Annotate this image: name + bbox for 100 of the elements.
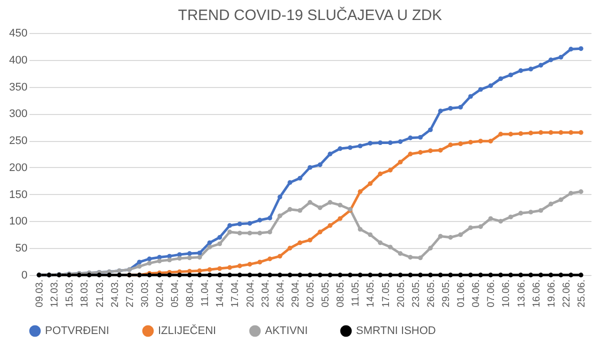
x-tick-label: 08.04. xyxy=(185,280,196,308)
point xyxy=(358,226,363,232)
point xyxy=(398,160,403,164)
point xyxy=(428,127,433,132)
point xyxy=(237,222,242,226)
x-tick-label: 19.06. xyxy=(546,280,558,308)
point xyxy=(217,241,222,246)
point xyxy=(468,94,473,99)
point xyxy=(227,265,232,270)
point xyxy=(378,240,383,246)
x-tick-label: 10.06. xyxy=(501,280,512,308)
point xyxy=(468,140,473,145)
point xyxy=(498,76,504,82)
point xyxy=(237,272,242,278)
x-tick-label: 26.04. xyxy=(275,280,286,308)
point xyxy=(237,264,242,268)
x-tick-label: 07.06. xyxy=(486,280,498,308)
x-tick-label: 24.03. xyxy=(110,280,121,308)
point xyxy=(187,272,192,278)
point xyxy=(116,272,122,278)
x-tick-label: 02.05. xyxy=(306,280,316,308)
y-tick-label: 0 xyxy=(21,270,28,282)
point xyxy=(207,240,212,246)
point xyxy=(558,54,564,60)
point xyxy=(358,272,363,278)
point xyxy=(237,230,242,236)
legend-label: SMRTNI ISHOD xyxy=(356,325,436,337)
point xyxy=(388,168,393,172)
point xyxy=(227,230,232,234)
point xyxy=(418,150,423,155)
point xyxy=(298,272,302,278)
point xyxy=(448,142,453,148)
point xyxy=(338,146,342,151)
point xyxy=(418,255,423,260)
point xyxy=(288,207,292,212)
x-tick-label: 25.06. xyxy=(576,280,588,308)
point xyxy=(257,218,262,222)
point xyxy=(378,140,383,146)
point xyxy=(328,200,332,205)
legend-label: POTVRĐENI xyxy=(45,325,110,337)
point xyxy=(538,62,544,68)
point xyxy=(508,132,514,136)
x-tick-label: 18.03. xyxy=(80,280,91,308)
point xyxy=(388,272,393,278)
y-tick-label: 250 xyxy=(9,135,28,148)
x-tick-label: 08.05. xyxy=(336,280,347,308)
point xyxy=(528,130,534,136)
point xyxy=(318,162,322,168)
point xyxy=(368,232,373,238)
point xyxy=(538,130,544,135)
point xyxy=(227,223,232,228)
point xyxy=(398,139,403,144)
point xyxy=(448,235,453,240)
x-tick-label: 17.05. xyxy=(380,280,392,308)
point xyxy=(528,272,534,278)
point xyxy=(548,58,554,62)
x-tick-label: 02.04. xyxy=(154,280,166,308)
point xyxy=(157,258,162,264)
point xyxy=(227,272,232,278)
point xyxy=(247,272,252,278)
legend-label: IZLIJEČENI xyxy=(158,324,216,337)
point xyxy=(368,140,373,146)
point xyxy=(548,130,554,135)
point xyxy=(568,272,574,278)
x-tick-label: 20.05. xyxy=(396,280,407,308)
point xyxy=(508,272,514,278)
point xyxy=(478,224,483,229)
point xyxy=(458,272,463,278)
y-tick-label: 450 xyxy=(9,28,28,40)
point xyxy=(268,256,272,262)
point xyxy=(458,141,463,146)
point xyxy=(578,46,584,51)
point xyxy=(368,181,373,186)
point xyxy=(328,272,332,278)
point xyxy=(558,272,564,278)
point xyxy=(488,272,493,278)
point xyxy=(478,272,483,278)
point xyxy=(247,221,252,226)
point xyxy=(278,194,282,200)
point xyxy=(217,272,222,278)
point xyxy=(558,197,564,202)
x-tick-label: 16.06. xyxy=(531,280,542,308)
point xyxy=(548,202,554,206)
point xyxy=(378,272,383,278)
point xyxy=(448,272,453,278)
point xyxy=(207,272,212,278)
point xyxy=(338,272,342,278)
point xyxy=(268,216,272,220)
point xyxy=(438,108,443,114)
point xyxy=(498,272,504,278)
point xyxy=(318,230,322,234)
point xyxy=(308,238,312,242)
point xyxy=(257,272,262,278)
point xyxy=(257,260,262,264)
point xyxy=(418,134,423,140)
x-tick-label: 17.04. xyxy=(230,280,242,308)
point xyxy=(498,132,504,136)
point xyxy=(538,208,544,213)
point xyxy=(187,251,192,256)
point xyxy=(418,272,423,278)
